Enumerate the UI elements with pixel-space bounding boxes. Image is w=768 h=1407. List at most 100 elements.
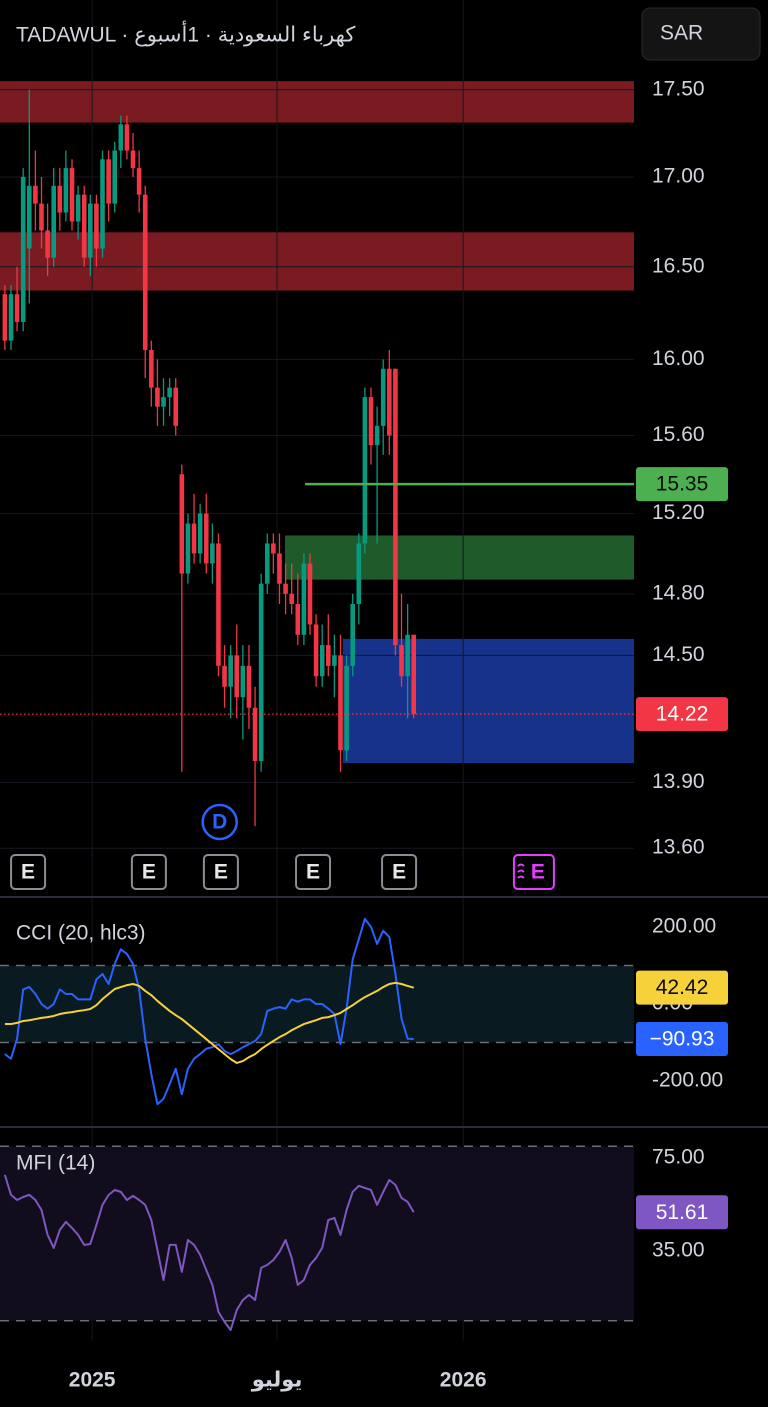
candle-body [380,368,386,426]
candle-body [252,707,258,761]
y-tick-label: 14.50 [652,643,705,666]
y-tick-label: 75.00 [652,1145,705,1168]
chart-title: TADAWUL · كهرباء السعودية · 1أسبوع [16,21,355,47]
price-zone [284,535,634,580]
candle-body [191,523,197,554]
earnings-label: E [21,861,35,884]
y-tick-label: 17.50 [652,77,705,100]
candle-body [88,203,93,258]
candle-body [57,185,63,213]
indicator-title: MFI (14) [16,1152,95,1175]
candle-body [136,168,142,195]
candle-body [2,294,8,341]
earnings-label: E [142,861,156,884]
y-tick-label: 13.60 [652,836,705,859]
candle-body [222,665,227,687]
candle-body [203,513,209,564]
candle-body [350,604,355,666]
x-tick-label: 2025 [69,1369,116,1392]
candle-body [271,543,276,554]
candle-body [63,168,69,213]
candle-body [197,513,203,554]
indicator-title: CCI (20, hlc3) [16,922,146,945]
candle-body [69,168,75,222]
indicator-value-label-box [636,970,728,1005]
earnings-label: E [306,861,320,884]
candle-body [39,203,44,231]
y-tick-label: 16.00 [652,347,705,370]
candle-body [405,634,410,677]
candle-body [216,543,221,666]
currency-button[interactable]: SAR [641,7,761,61]
indicator-value-label-box [636,1195,728,1230]
candle-body [14,294,20,322]
earnings-marker [295,854,332,890]
candle-body [234,655,240,698]
candle-body [374,425,380,446]
indicator-line [3,1174,415,1331]
candle-body [246,665,252,708]
price-level-label: 14.22 [656,703,709,726]
candle-body [75,194,81,222]
indicator-value-label: 51.61 [656,1201,709,1224]
candle-body [106,159,111,204]
candle-body [332,655,337,666]
candle-body [240,665,246,698]
earnings-marker [130,854,167,890]
candle-body [130,150,136,169]
candle-body [100,159,105,249]
candle-body [81,194,87,258]
candle-body [289,593,294,605]
candle-body [411,634,417,715]
y-tick-label: 15.60 [652,423,705,446]
background-layer [0,0,634,1340]
candle-body [185,523,191,574]
currency-button-bg[interactable] [641,7,761,61]
indicator-band [0,1146,634,1321]
indicator-value-label: −90.93 [650,1028,715,1051]
candle-body [301,563,307,635]
y-tick-label: 200.00 [652,915,716,938]
candle-body [356,543,362,605]
earnings-label: E [531,861,545,884]
price-level-label-box [636,467,728,502]
candle-body [20,176,26,322]
y-tick-label: 35.00 [652,1238,705,1261]
earnings-label: E [214,861,228,884]
x-tick-label: 2026 [440,1369,487,1392]
candle-body [393,368,398,646]
candle-body [307,563,313,625]
indicator-line [4,917,414,1106]
candle-body [338,655,343,751]
candle-body [45,230,50,258]
price-zone [0,232,634,291]
candle-body [51,185,56,258]
indicator-line [4,981,414,1064]
y-tick-label: 17.00 [652,164,705,187]
candle-body [124,124,130,151]
candle-body [344,665,349,751]
earnings-icon [517,863,525,879]
candle-body [228,655,233,687]
earnings-marker [381,854,418,890]
price-level-label-box [636,697,728,732]
candle-body [387,368,392,436]
candle-body [295,604,301,635]
candle-body [112,150,118,204]
candle-body [399,645,404,677]
y-tick-label: -200.00 [652,1069,723,1092]
price-level-label: 15.35 [656,473,709,496]
candle-body [167,387,172,398]
candle-body [368,397,374,446]
candle-body [118,124,124,151]
main-layer: 2025 يوليو 2026 13.60 13.90 14.50 14.80 15.20 15… [0,77,723,1392]
candle-body [161,397,166,407]
candle-body [94,203,99,249]
candle-body [179,474,185,574]
candle-body [8,294,14,341]
earnings-marker [10,854,47,890]
dividend-marker [201,803,238,841]
currency-label[interactable]: SAR [660,22,703,45]
indicator-value-label: 42.42 [656,976,709,999]
